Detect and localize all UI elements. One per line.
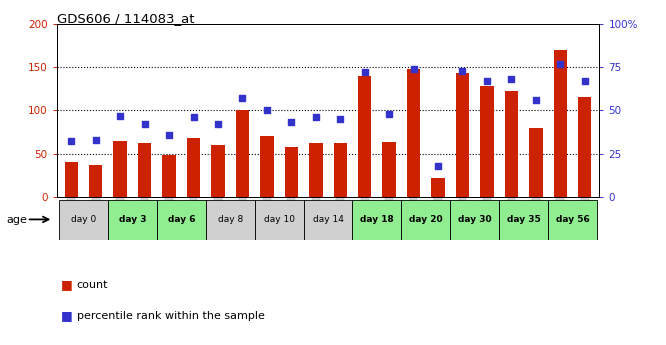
Bar (578, 98, 591, 197)
Bar (236, 110, 249, 197)
Bar (352, 200, 402, 240)
Point (66, 139, 77, 144)
Point (91, 137, 101, 142)
Bar (284, 148, 298, 197)
Point (262, 108, 272, 113)
Bar (211, 145, 224, 197)
Bar (138, 143, 151, 197)
Bar (254, 200, 304, 240)
Bar (163, 155, 176, 197)
Text: day 10: day 10 (264, 215, 294, 225)
Bar (499, 200, 548, 240)
Text: day 30: day 30 (458, 215, 492, 225)
Bar (260, 136, 274, 197)
Point (555, 61, 565, 67)
Point (384, 111, 394, 117)
Bar (157, 200, 206, 240)
Text: day 35: day 35 (507, 215, 541, 225)
Point (212, 121, 223, 127)
Text: percentile rank within the sample: percentile rank within the sample (77, 311, 264, 321)
Point (115, 113, 125, 118)
Text: day 14: day 14 (312, 215, 344, 225)
Point (139, 121, 150, 127)
Point (286, 120, 296, 125)
Point (408, 66, 419, 72)
Bar (206, 200, 254, 240)
Text: day 0: day 0 (71, 215, 96, 225)
Bar (505, 91, 518, 197)
Bar (480, 86, 494, 197)
Text: day 3: day 3 (119, 215, 146, 225)
Bar (456, 73, 470, 197)
Point (579, 78, 590, 84)
Text: day 6: day 6 (168, 215, 195, 225)
Point (237, 96, 248, 101)
Text: age: age (7, 215, 27, 225)
Text: day 18: day 18 (360, 215, 394, 225)
Bar (553, 50, 567, 197)
Point (457, 68, 468, 73)
Bar (407, 69, 420, 197)
Point (188, 115, 199, 120)
Bar (402, 200, 450, 240)
Point (482, 78, 492, 84)
Point (506, 77, 517, 82)
Point (531, 97, 541, 103)
Bar (529, 128, 543, 197)
Bar (59, 200, 108, 240)
Text: GDS606 / 114083_at: GDS606 / 114083_at (57, 12, 194, 25)
Bar (186, 138, 200, 197)
Text: day 20: day 20 (409, 215, 443, 225)
Text: ■: ■ (61, 309, 73, 322)
Bar (113, 141, 127, 197)
Bar (304, 200, 352, 240)
Point (360, 70, 370, 75)
Bar (450, 200, 499, 240)
Bar (334, 143, 347, 197)
Text: day 8: day 8 (218, 215, 243, 225)
Bar (358, 76, 372, 197)
Point (335, 116, 346, 122)
Bar (432, 178, 445, 197)
Bar (382, 142, 396, 197)
Bar (65, 162, 78, 197)
Bar (89, 165, 103, 197)
Text: day 56: day 56 (555, 215, 589, 225)
Point (164, 132, 174, 137)
Text: ■: ■ (61, 278, 73, 291)
Point (433, 163, 444, 168)
Point (310, 115, 321, 120)
Bar (108, 200, 157, 240)
Bar (309, 143, 322, 197)
Bar (548, 200, 597, 240)
Text: count: count (77, 280, 108, 289)
